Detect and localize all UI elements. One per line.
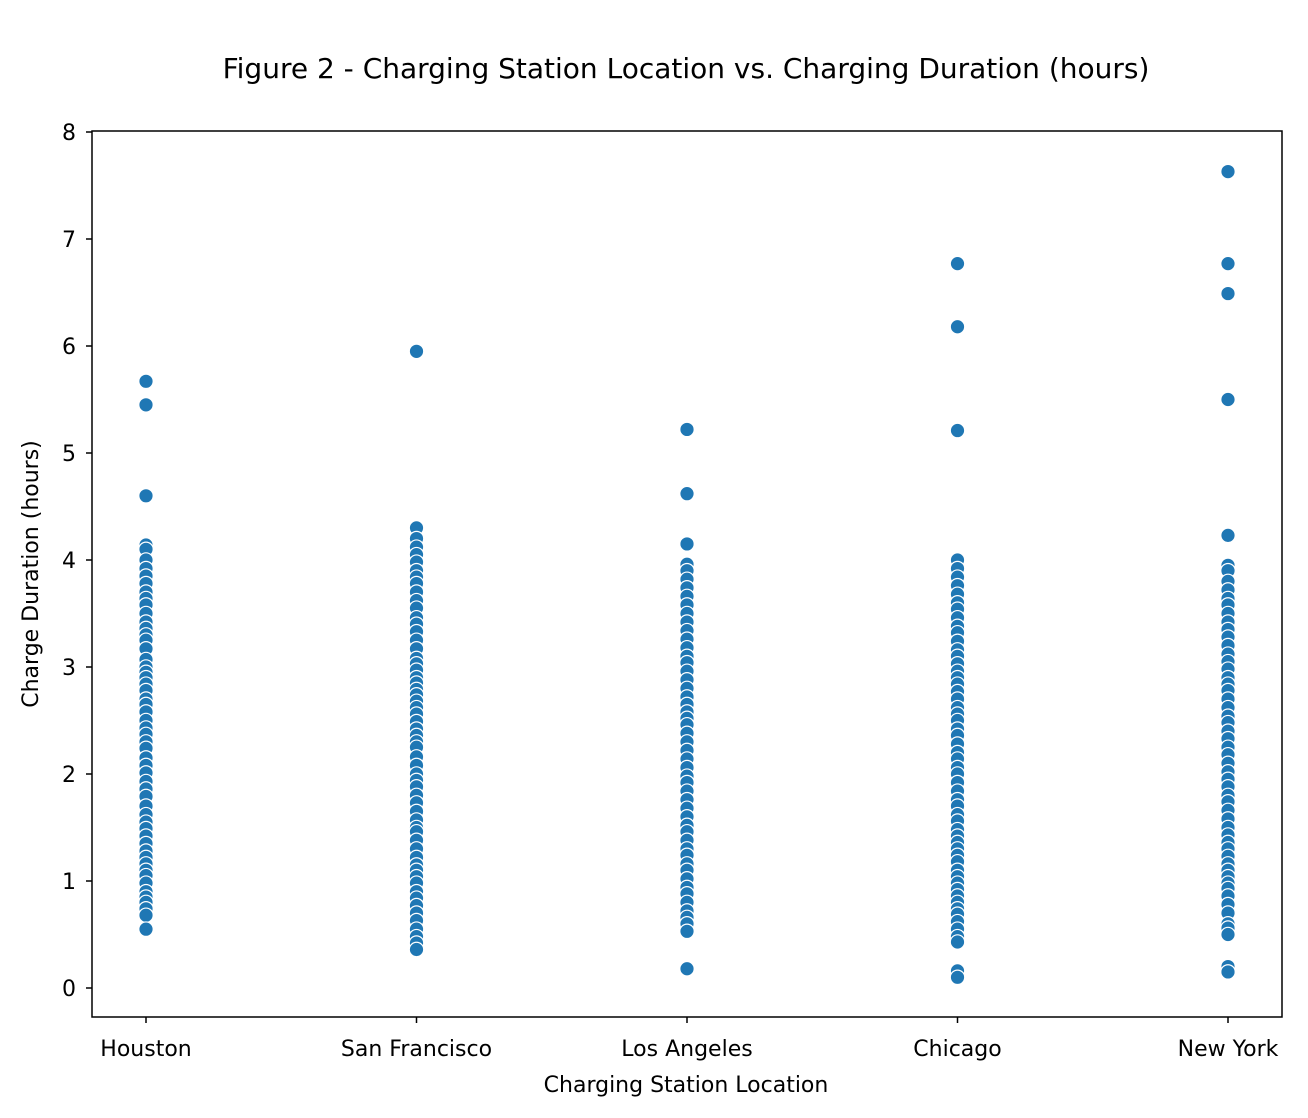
data-point	[138, 397, 154, 413]
data-point	[679, 536, 695, 552]
x-tick-label: Chicago	[913, 1037, 1001, 1062]
data-point	[138, 373, 154, 390]
chart-title: Figure 2 - Charging Station Location vs.…	[223, 52, 1150, 85]
y-tick-label: 4	[62, 549, 76, 574]
y-tick-label: 2	[62, 763, 76, 788]
data-point	[408, 941, 425, 958]
y-tick-label: 0	[62, 977, 76, 1002]
x-tick-label: Los Angeles	[621, 1037, 752, 1062]
plot-frame	[91, 130, 1283, 1018]
data-point	[949, 318, 966, 335]
plot-area: 0 1 2 3 4 5 6 7 8 Houston San Francisco Los Angeles…	[62, 121, 1279, 1062]
y-tick-label: 7	[62, 228, 76, 253]
data-point	[138, 487, 154, 504]
data-point	[1220, 255, 1236, 272]
y-axis-label: Charge Duration (hours)	[19, 440, 44, 708]
data-point	[408, 343, 425, 360]
y-tick-label: 3	[62, 656, 76, 681]
y-tick-label: 6	[62, 335, 76, 360]
x-tick-label: Houston	[100, 1037, 191, 1062]
data-point	[1220, 163, 1236, 180]
data-point	[679, 960, 695, 977]
y-tick-label: 5	[62, 442, 76, 467]
data-point	[1220, 527, 1236, 544]
data-point	[949, 255, 966, 272]
data-point	[679, 923, 695, 940]
data-point	[1220, 285, 1236, 302]
data-point	[679, 485, 695, 502]
data-point	[1220, 964, 1236, 980]
data-point	[949, 969, 966, 986]
x-tick-label: San Francisco	[341, 1037, 492, 1062]
data-point	[138, 907, 154, 924]
data-point	[1220, 391, 1236, 408]
y-tick-label: 1	[62, 870, 76, 895]
data-point	[949, 422, 966, 439]
x-tick-label: New York	[1178, 1037, 1279, 1062]
data-point	[679, 421, 695, 438]
data-point	[949, 934, 966, 950]
x-axis-label: Charging Station Location	[544, 1073, 829, 1098]
y-tick-label: 8	[62, 121, 76, 146]
data-point	[1220, 926, 1236, 943]
data-point	[138, 921, 154, 937]
